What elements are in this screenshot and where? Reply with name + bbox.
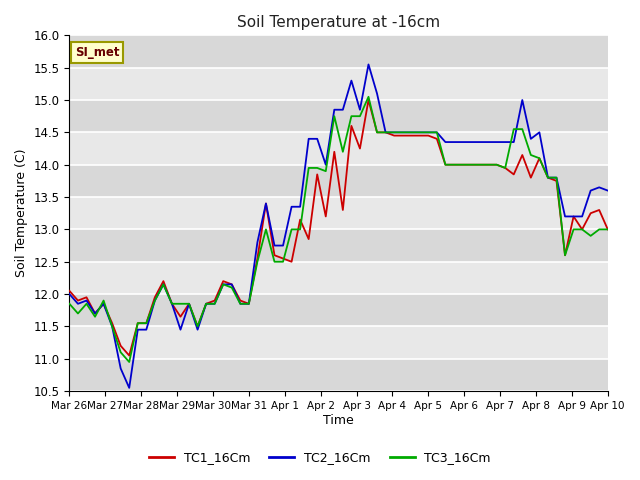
TC2_16Cm — [65, 291, 73, 297]
Bar — [69, 165, 608, 197]
Bar — [69, 36, 608, 68]
Text: SI_met: SI_met — [75, 46, 119, 59]
Bar — [69, 68, 608, 100]
TC1_16Cm — [424, 132, 432, 138]
TC1_16Cm — [365, 97, 372, 103]
TC1_16Cm — [296, 217, 304, 223]
Bar — [69, 294, 608, 326]
Bar — [69, 262, 608, 294]
Line: TC3_16Cm: TC3_16Cm — [69, 97, 608, 362]
TC2_16Cm — [143, 327, 150, 333]
X-axis label: Time: Time — [323, 414, 354, 427]
Bar — [69, 326, 608, 359]
TC1_16Cm — [604, 227, 612, 232]
Bar — [69, 197, 608, 229]
Y-axis label: Soil Temperature (C): Soil Temperature (C) — [15, 149, 28, 277]
Bar — [69, 229, 608, 262]
TC3_16Cm — [339, 149, 347, 155]
TC3_16Cm — [381, 130, 389, 135]
TC3_16Cm — [424, 130, 432, 135]
TC1_16Cm — [143, 320, 150, 326]
TC2_16Cm — [433, 130, 441, 135]
Bar — [69, 359, 608, 391]
TC2_16Cm — [125, 385, 133, 391]
TC1_16Cm — [65, 288, 73, 294]
TC3_16Cm — [296, 227, 304, 232]
Bar — [69, 132, 608, 165]
Line: TC2_16Cm: TC2_16Cm — [69, 64, 608, 388]
TC1_16Cm — [339, 207, 347, 213]
Title: Soil Temperature at -16cm: Soil Temperature at -16cm — [237, 15, 440, 30]
TC2_16Cm — [296, 204, 304, 210]
Line: TC1_16Cm: TC1_16Cm — [69, 100, 608, 356]
TC2_16Cm — [339, 107, 347, 113]
Legend: TC1_16Cm, TC2_16Cm, TC3_16Cm: TC1_16Cm, TC2_16Cm, TC3_16Cm — [144, 446, 496, 469]
TC3_16Cm — [433, 130, 441, 135]
TC3_16Cm — [125, 359, 133, 365]
TC2_16Cm — [604, 188, 612, 193]
TC1_16Cm — [433, 136, 441, 142]
TC2_16Cm — [424, 130, 432, 135]
TC3_16Cm — [604, 227, 612, 232]
TC1_16Cm — [381, 130, 389, 135]
TC3_16Cm — [65, 301, 73, 307]
TC3_16Cm — [365, 94, 372, 100]
TC1_16Cm — [125, 353, 133, 359]
Bar — [69, 100, 608, 132]
TC3_16Cm — [143, 320, 150, 326]
TC2_16Cm — [381, 130, 389, 135]
TC2_16Cm — [365, 61, 372, 67]
